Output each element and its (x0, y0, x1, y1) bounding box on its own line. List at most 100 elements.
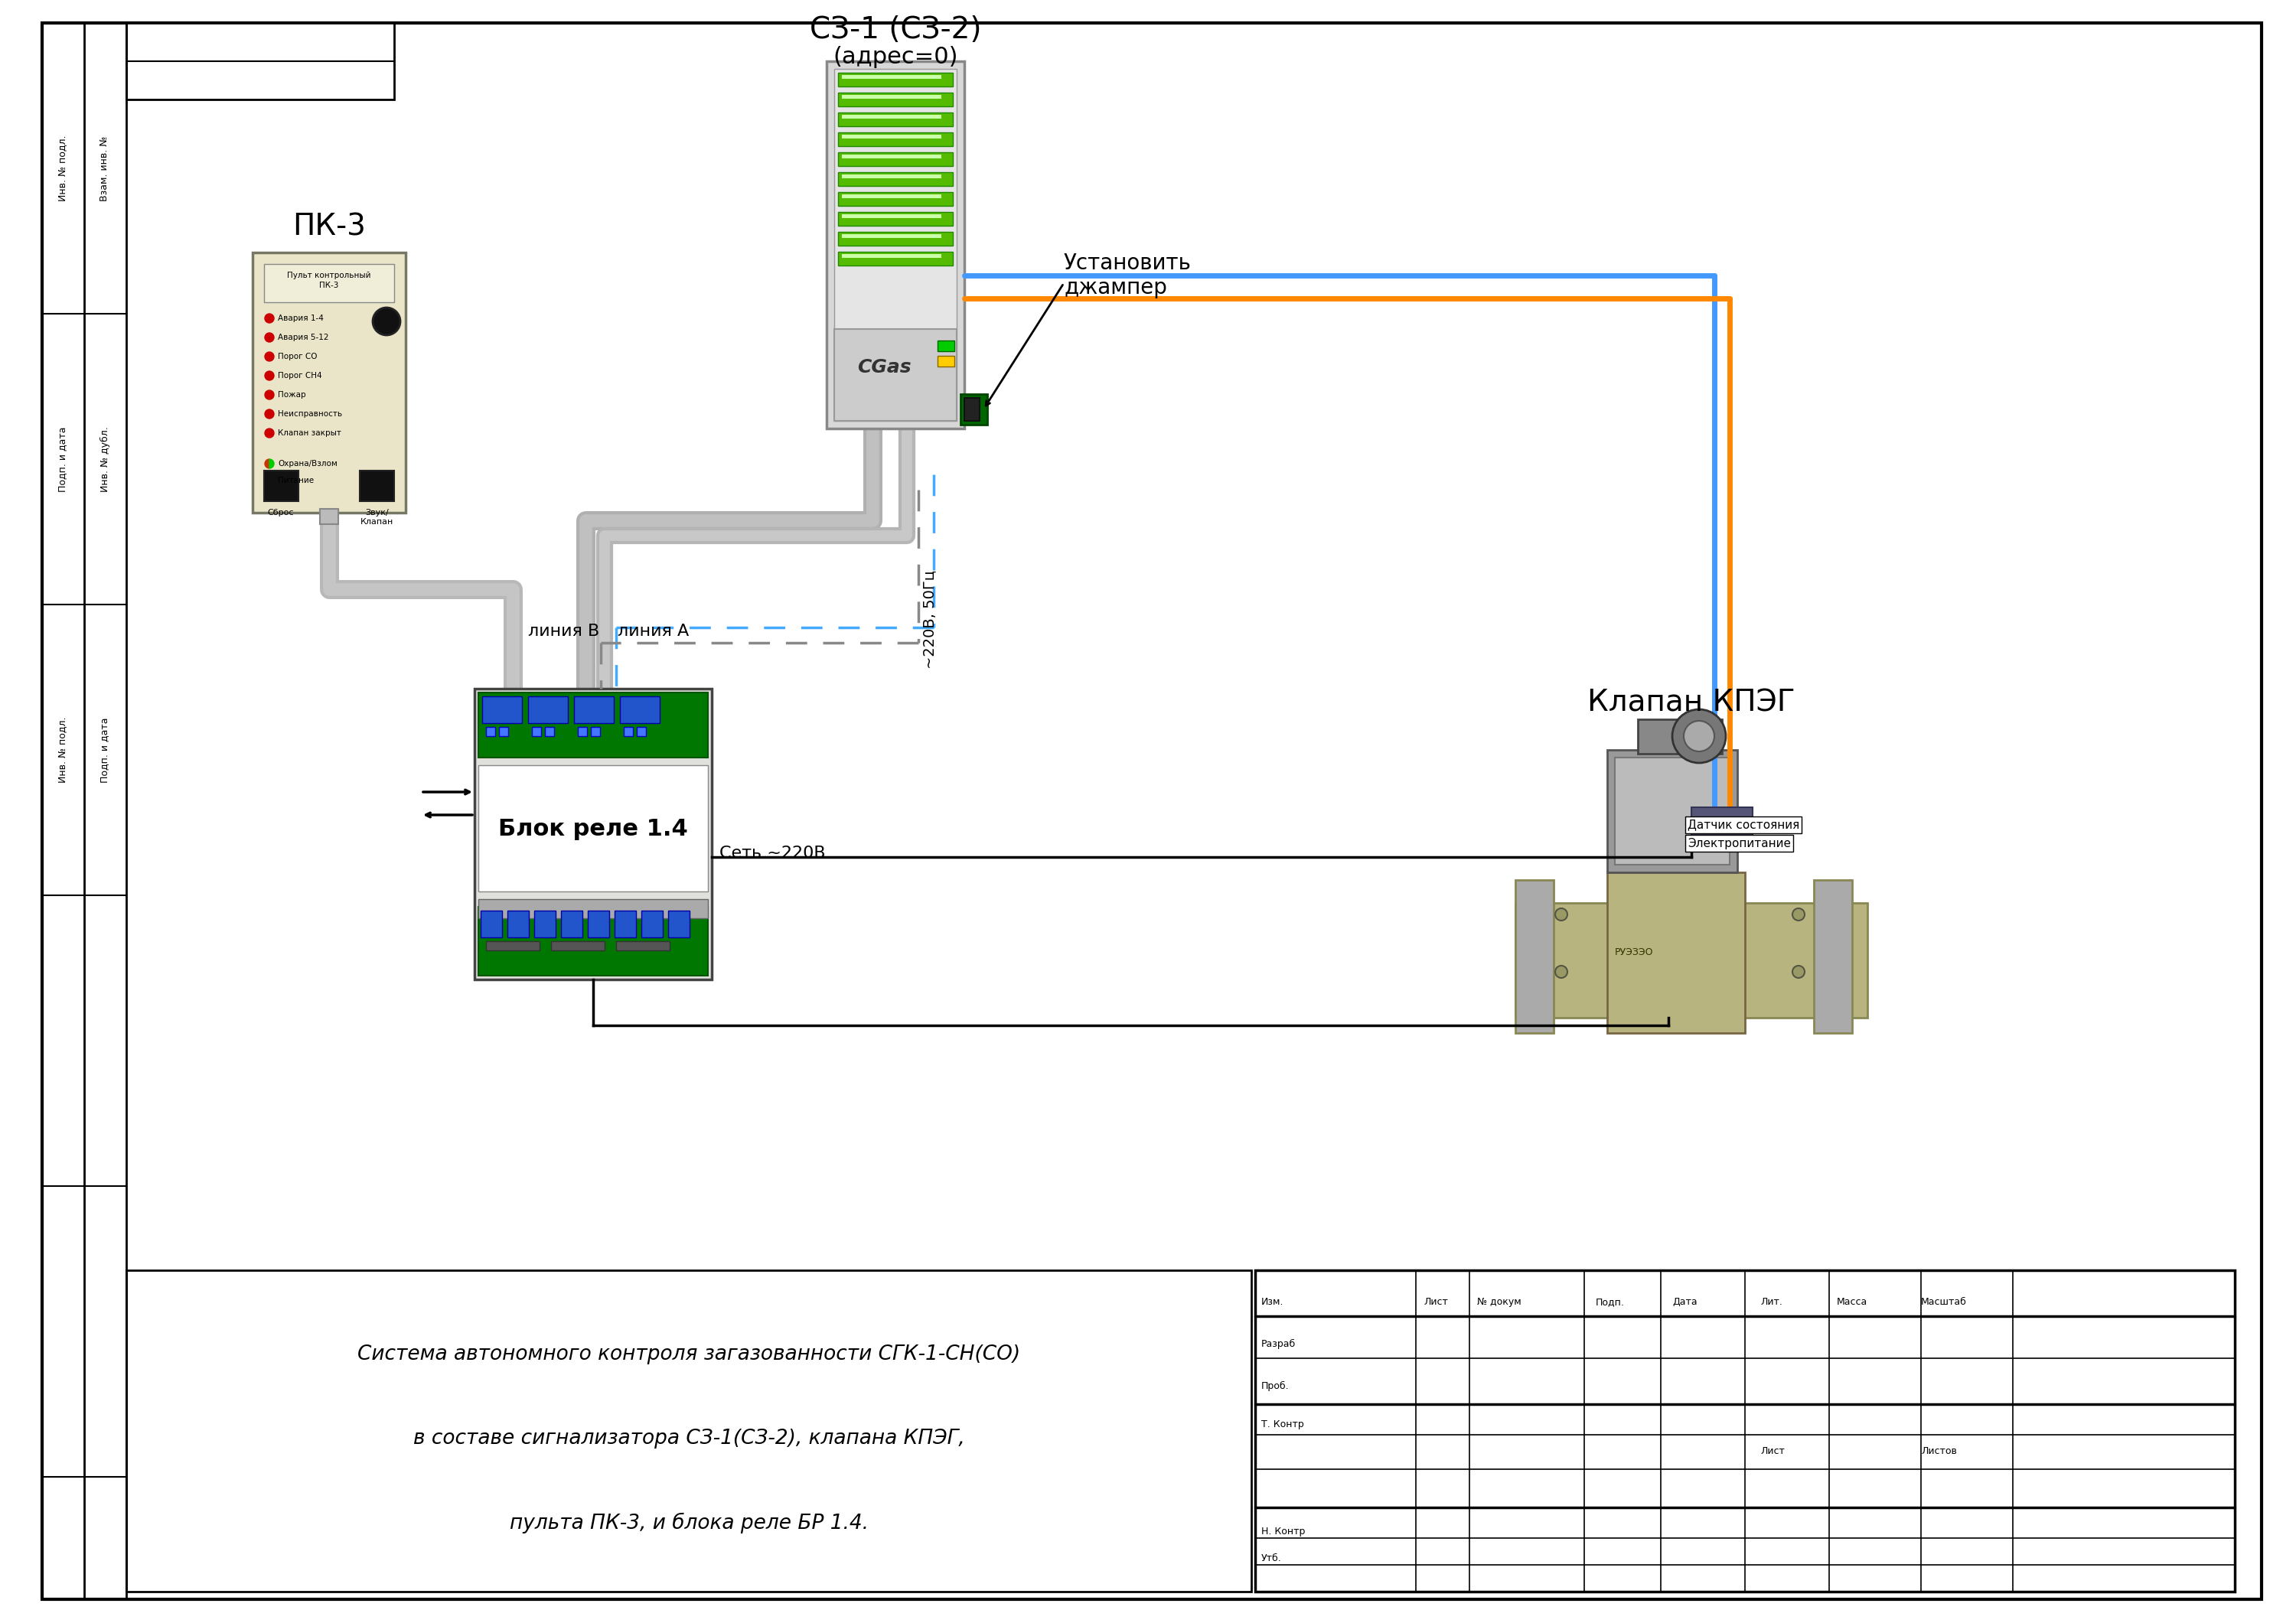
Text: Датчик состояния: Датчик состояния (1688, 820, 1800, 831)
Bar (838, 112, 953, 127)
Bar (264, 471, 298, 502)
Wedge shape (269, 459, 273, 469)
Bar (843, 94, 941, 99)
Wedge shape (264, 459, 269, 469)
Text: Проб.: Проб. (1261, 1381, 1290, 1391)
Bar (838, 153, 953, 166)
Bar (551, 941, 604, 951)
Text: Дата: Дата (1671, 1297, 1697, 1307)
Circle shape (264, 476, 273, 485)
Bar (843, 115, 941, 118)
Bar (960, 394, 987, 425)
Text: Подп. и дата: Подп. и дата (57, 427, 69, 492)
Bar (535, 911, 556, 938)
Bar (937, 355, 955, 367)
Text: Пожар: Пожар (278, 391, 305, 399)
Bar (843, 214, 941, 217)
Circle shape (264, 313, 273, 323)
Text: Клапан КПЭГ: Клапан КПЭГ (1587, 688, 1795, 717)
Bar (827, 62, 964, 428)
Bar (838, 213, 953, 226)
Circle shape (264, 428, 273, 438)
Bar (360, 471, 395, 502)
Bar (1515, 902, 1867, 1018)
Text: Питание: Питание (278, 477, 315, 484)
Text: ПК-3: ПК-3 (292, 213, 365, 242)
Bar (498, 727, 507, 737)
Bar (843, 154, 941, 159)
Text: Масса: Масса (1837, 1297, 1867, 1307)
Bar (620, 696, 659, 724)
Circle shape (1683, 721, 1715, 751)
Text: Н. Контр: Н. Контр (1261, 1527, 1304, 1537)
Circle shape (264, 390, 273, 399)
Circle shape (264, 409, 273, 419)
Bar (475, 688, 712, 979)
Text: Порог СО: Порог СО (278, 352, 317, 360)
Text: Сеть ~220В: Сеть ~220В (719, 846, 827, 860)
Bar (838, 73, 953, 86)
Text: в составе сигнализатора СЗ-1(СЗ-2), клапана КПЭГ,: в составе сигнализатора СЗ-1(СЗ-2), клап… (413, 1428, 964, 1449)
Text: Электропитание: Электропитание (1688, 837, 1791, 849)
Text: Порог СН4: Порог СН4 (278, 372, 321, 380)
Text: № докум: № докум (1476, 1297, 1522, 1307)
Bar (843, 174, 941, 179)
Bar (480, 911, 503, 938)
Bar (590, 727, 599, 737)
Bar (544, 727, 553, 737)
Text: Масштаб: Масштаб (1922, 1297, 1968, 1307)
Text: Подп. и дата: Подп. и дата (101, 717, 110, 782)
Text: Инв. № подл.: Инв. № подл. (57, 135, 69, 201)
Bar (1607, 750, 1738, 872)
Bar (843, 135, 941, 138)
Bar (615, 941, 670, 951)
Text: Лист: Лист (1424, 1297, 1449, 1307)
Text: Сброс: Сброс (269, 510, 294, 516)
Bar (126, 23, 395, 99)
Text: Подп.: Подп. (1596, 1297, 1626, 1307)
Text: Клапан закрыт: Клапан закрыт (278, 428, 342, 437)
Bar (964, 398, 980, 420)
Circle shape (1793, 966, 1805, 979)
Text: Неисправность: Неисправность (278, 411, 342, 417)
Bar (843, 195, 941, 198)
Bar (838, 172, 953, 187)
Bar (588, 911, 608, 938)
Bar (1614, 758, 1729, 865)
Circle shape (264, 333, 273, 342)
Text: Блок реле 1.4: Блок реле 1.4 (498, 818, 689, 839)
Bar (482, 696, 521, 724)
Bar (1692, 807, 1752, 846)
Bar (528, 696, 567, 724)
Text: СЗ-1 (СЗ-2): СЗ-1 (СЗ-2) (810, 15, 980, 44)
Bar (478, 693, 707, 758)
Bar (641, 911, 664, 938)
Text: РУЭЗЭО: РУЭЗЭО (1614, 948, 1653, 958)
Bar (843, 234, 941, 239)
Bar (574, 696, 613, 724)
Text: Установить
джампер: Установить джампер (1063, 252, 1192, 299)
Polygon shape (1814, 880, 1853, 1032)
Bar (319, 510, 338, 524)
Text: пульта ПК-3, и блока реле БР 1.4.: пульта ПК-3, и блока реле БР 1.4. (510, 1513, 868, 1534)
Text: Авария 5-12: Авария 5-12 (278, 334, 328, 341)
Bar (668, 911, 689, 938)
Text: ПК-3: ПК-3 (319, 282, 340, 289)
Bar (838, 192, 953, 206)
Text: Изм.: Изм. (1261, 1297, 1283, 1307)
Bar (833, 329, 957, 420)
Bar (533, 727, 542, 737)
Text: Охрана/Взлом: Охрана/Взлом (278, 459, 338, 467)
Text: Разраб: Разраб (1261, 1339, 1295, 1349)
Bar (838, 232, 953, 245)
Text: линия А: линия А (618, 623, 689, 639)
Text: Система автономного контроля загазованности СГК-1-СН(СО): Система автономного контроля загазованно… (358, 1344, 1019, 1365)
Bar (126, 1271, 1251, 1592)
Bar (937, 341, 955, 351)
Text: Лит.: Лит. (1761, 1297, 1782, 1307)
Bar (1256, 1271, 2234, 1592)
Text: Инв. № подл.: Инв. № подл. (57, 717, 69, 782)
Circle shape (1554, 909, 1568, 920)
Bar (625, 727, 634, 737)
Bar (843, 75, 941, 80)
